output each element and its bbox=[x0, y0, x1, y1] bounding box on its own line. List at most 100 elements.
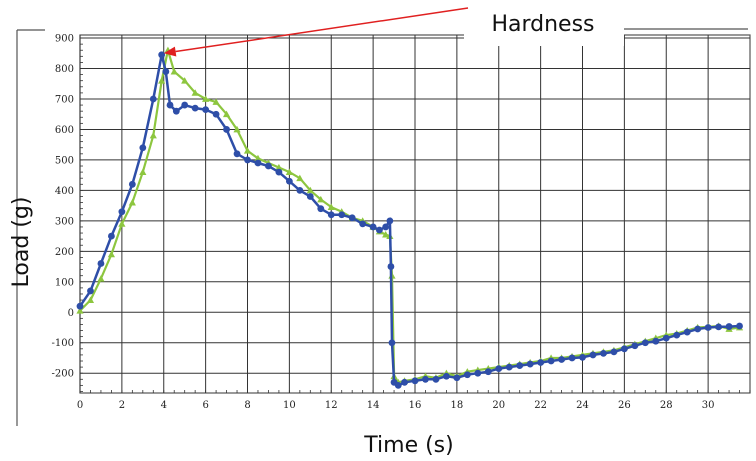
y-tick-label: -200 bbox=[52, 369, 74, 380]
data-point bbox=[327, 211, 335, 219]
data-point bbox=[212, 110, 220, 118]
data-point bbox=[505, 363, 513, 371]
x-tick-label: 6 bbox=[202, 400, 208, 411]
grid bbox=[79, 35, 751, 393]
data-point bbox=[202, 95, 210, 102]
x-tick-label: 0 bbox=[77, 400, 83, 411]
data-point bbox=[558, 356, 565, 363]
data-point bbox=[526, 360, 534, 368]
data-point bbox=[495, 365, 503, 373]
data-point bbox=[463, 371, 471, 379]
y-tick-label: 300 bbox=[55, 216, 74, 227]
data-point bbox=[76, 302, 84, 310]
data-point bbox=[327, 203, 335, 211]
data-point bbox=[162, 68, 170, 75]
series-layer bbox=[76, 46, 744, 389]
x-tick-label: 4 bbox=[161, 400, 167, 411]
data-point bbox=[191, 89, 199, 96]
data-point bbox=[443, 372, 450, 380]
x-tick-label: 30 bbox=[702, 400, 715, 411]
y-tick-label: 400 bbox=[55, 186, 74, 197]
data-point bbox=[359, 220, 367, 228]
data-point bbox=[589, 351, 597, 359]
x-tick-label: 16 bbox=[409, 400, 422, 411]
data-point bbox=[296, 174, 304, 182]
data-point bbox=[610, 348, 618, 356]
data-point bbox=[652, 337, 660, 345]
data-point bbox=[474, 369, 482, 377]
y-tick-label: 0 bbox=[68, 308, 74, 319]
data-point bbox=[411, 377, 419, 385]
data-point bbox=[348, 214, 356, 222]
x-tick-label: 12 bbox=[325, 400, 338, 411]
data-point bbox=[128, 198, 136, 206]
y-tick-label: 600 bbox=[55, 125, 74, 136]
data-point bbox=[275, 163, 283, 171]
data-point bbox=[139, 168, 147, 175]
data-point bbox=[222, 110, 231, 118]
data-point bbox=[725, 323, 733, 330]
x-tick-label: 26 bbox=[618, 400, 631, 411]
data-point bbox=[579, 353, 586, 361]
data-point bbox=[118, 208, 126, 216]
data-point bbox=[401, 378, 408, 386]
data-point bbox=[683, 328, 691, 336]
data-point bbox=[166, 101, 174, 109]
y-tick-label: 700 bbox=[55, 94, 74, 105]
data-point bbox=[376, 226, 383, 234]
series-1 bbox=[76, 51, 743, 389]
data-point bbox=[369, 223, 377, 231]
data-point bbox=[388, 339, 396, 347]
data-point bbox=[97, 260, 105, 267]
data-point bbox=[275, 168, 283, 176]
data-point bbox=[285, 168, 293, 175]
data-point bbox=[191, 104, 199, 112]
data-point bbox=[254, 159, 262, 167]
y-tick-label: 800 bbox=[55, 64, 74, 75]
data-point bbox=[715, 323, 722, 331]
data-point bbox=[212, 98, 220, 105]
data-point bbox=[338, 211, 346, 219]
data-point bbox=[306, 186, 314, 194]
x-ticks: 0 2 4 6 8 10 12 14 16 18 20 22 24 26 28 30 bbox=[77, 400, 715, 411]
data-point bbox=[139, 144, 147, 152]
data-point bbox=[704, 324, 712, 331]
data-point bbox=[382, 230, 390, 238]
data-point bbox=[223, 126, 230, 133]
data-point bbox=[97, 275, 105, 282]
hardness-arrow bbox=[175, 7, 469, 53]
data-point bbox=[244, 156, 251, 164]
data-point bbox=[128, 180, 136, 188]
y-tick-label: 100 bbox=[55, 277, 74, 288]
data-point bbox=[568, 354, 576, 362]
data-point bbox=[265, 162, 272, 170]
data-point bbox=[317, 195, 325, 203]
data-point bbox=[285, 177, 293, 185]
data-point bbox=[181, 77, 189, 84]
y-tick-label: -100 bbox=[52, 338, 74, 349]
data-point bbox=[317, 205, 325, 213]
data-point bbox=[547, 357, 555, 365]
hardness-annotation: Hardness bbox=[491, 12, 594, 37]
data-point bbox=[432, 375, 440, 383]
data-point bbox=[394, 381, 402, 389]
x-tick-label: 8 bbox=[244, 400, 250, 411]
x-tick-label: 28 bbox=[660, 400, 673, 411]
data-point bbox=[736, 322, 743, 330]
data-point bbox=[107, 250, 116, 258]
data-point bbox=[170, 67, 178, 75]
data-point bbox=[158, 51, 166, 59]
y-tick-label: 900 bbox=[55, 34, 74, 45]
data-point bbox=[453, 374, 461, 382]
x-tick-label: 22 bbox=[534, 400, 547, 411]
data-point bbox=[382, 223, 390, 231]
x-tick-label: 2 bbox=[119, 400, 125, 411]
data-point bbox=[172, 107, 180, 115]
data-point bbox=[181, 101, 189, 109]
x-tick-label: 24 bbox=[576, 400, 589, 411]
data-point bbox=[158, 77, 166, 84]
data-point bbox=[600, 349, 607, 357]
data-point bbox=[243, 147, 252, 154]
data-point bbox=[233, 125, 241, 133]
